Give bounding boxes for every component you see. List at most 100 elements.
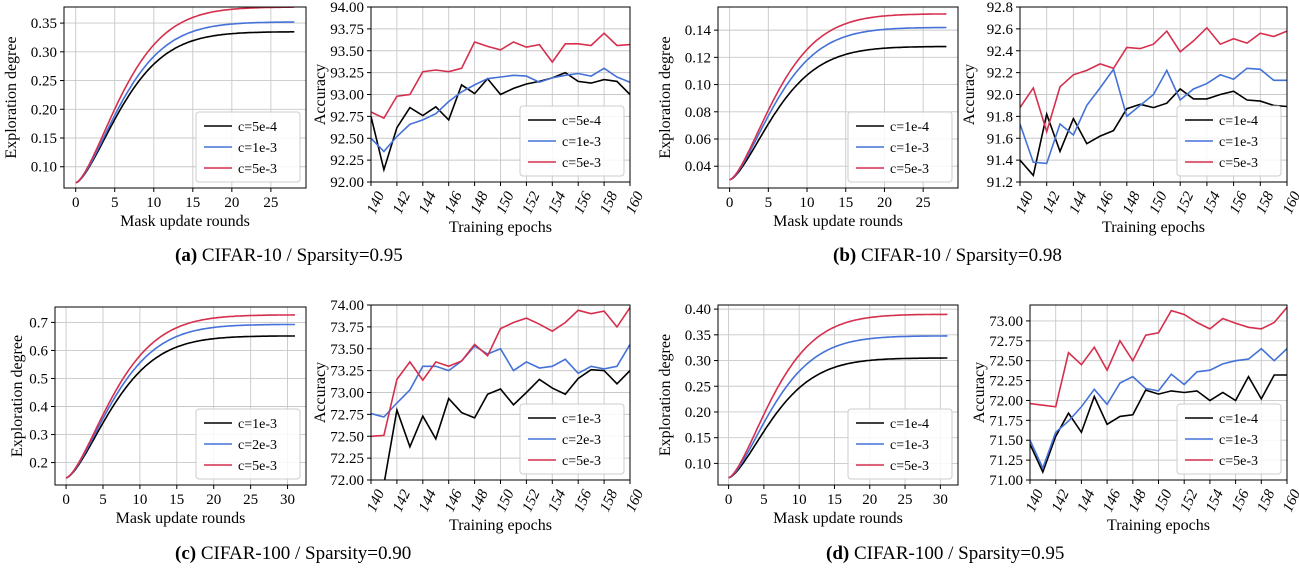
y-tick-label: 0.15 — [31, 131, 57, 147]
legend-label: c=5e-3 — [238, 162, 277, 177]
y-tick-label: 92.6 — [987, 22, 1014, 38]
x-tick-label: 144 — [1067, 189, 1091, 217]
axes-frame — [54, 306, 307, 486]
y-tick-label: 72.00 — [989, 393, 1023, 409]
chart-panel-3-1: 140 142 144 146 148 150 152 154 156 158 160 71.00 71… — [971, 304, 1299, 534]
x-tick-label: 0 — [72, 195, 80, 211]
legend-box — [519, 403, 625, 475]
y-axis-label: Exploration degree — [3, 36, 20, 158]
y-tick-label: 91.6 — [987, 131, 1014, 147]
caption-letter: (d) — [826, 543, 850, 564]
legend-box — [519, 105, 625, 177]
x-tick-label: 15 — [827, 492, 842, 508]
x-tick-label: 0 — [725, 492, 733, 508]
legend-label: c=1e-4 — [890, 120, 929, 135]
x-tick-label: 148 — [1120, 189, 1144, 217]
y-axis-label: Accuracy — [312, 64, 329, 125]
y-tick-label: 0.14 — [685, 23, 712, 39]
y-tick-label: 93.50 — [330, 44, 364, 60]
y-tick-label: 0.35 — [685, 328, 711, 344]
y-tick-label: 92.75 — [330, 109, 364, 125]
x-tick-label: 158 — [597, 487, 621, 515]
series-line-c=1e-4 — [729, 45, 947, 181]
y-tick-label: 0.25 — [685, 379, 711, 395]
caption-c: (c) CIFAR-100 / Sparsity=0.90 — [175, 543, 411, 565]
legend-label: c=5e-3 — [238, 459, 277, 474]
x-tick-label: 154 — [545, 487, 569, 515]
legend-label: c=1e-4 — [1219, 114, 1258, 129]
y-tick-label: 73.00 — [989, 314, 1023, 330]
x-tick-label: 15 — [185, 195, 200, 211]
y-tick-label: 0.3 — [29, 428, 48, 444]
legend: c=1e-4 c=1e-3 c=5e-3 — [1176, 105, 1282, 177]
x-tick-label: 10 — [132, 492, 147, 508]
legend-box — [195, 408, 301, 480]
legend-box — [1176, 105, 1282, 177]
x-tick-label: 154 — [545, 189, 569, 217]
y-tick-label: 0.25 — [31, 74, 57, 90]
y-tick-label: 72.50 — [330, 429, 364, 445]
x-tick-label: 152 — [520, 189, 544, 217]
caption-d: (d) CIFAR-100 / Sparsity=0.95 — [826, 543, 1064, 565]
x-tick-label: 158 — [1254, 487, 1278, 515]
x-tick-label: 144 — [416, 189, 440, 217]
x-tick-label: 0 — [726, 195, 734, 211]
y-axis-label: Accuracy — [312, 362, 329, 423]
x-tick-label: 144 — [416, 487, 440, 515]
x-tick-label: 156 — [1227, 189, 1251, 217]
series-line-c=2e-3 — [65, 323, 295, 479]
series-line-c=1e-3 — [383, 368, 630, 480]
x-tick-label: 146 — [442, 189, 466, 217]
caption-letter: (a) — [175, 245, 198, 266]
x-axis-label: Mask update rounds — [116, 510, 246, 527]
x-tick-label: 160 — [623, 189, 647, 217]
legend-label: c=1e-3 — [238, 417, 277, 432]
caption-text: CIFAR-100 / Sparsity=0.95 — [853, 543, 1065, 564]
legend-label: c=5e-3 — [890, 162, 929, 177]
legend: c=1e-4 c=1e-3 c=5e-3 — [1176, 403, 1282, 475]
x-axis-label: Mask update rounds — [773, 510, 903, 527]
y-tick-label: 0.20 — [685, 405, 711, 421]
legend-box — [847, 111, 953, 183]
y-tick-label: 71.75 — [989, 413, 1023, 429]
caption-text: CIFAR-10 / Sparsity=0.95 — [201, 245, 403, 266]
y-tick-label: 0.20 — [31, 102, 57, 118]
y-tick-label: 0.4 — [29, 400, 48, 416]
y-tick-label: 92.00 — [330, 175, 364, 191]
legend-label: c=1e-4 — [890, 417, 929, 432]
axes-frame — [717, 6, 959, 189]
x-tick-label: 144 — [1075, 487, 1099, 515]
legend-label: c=5e-4 — [562, 114, 601, 129]
x-tick-label: 10 — [800, 195, 815, 211]
legend: c=1e-3 c=2e-3 c=5e-3 — [519, 403, 625, 475]
series-line-c=2e-3 — [371, 343, 630, 418]
x-tick-label: 140 — [364, 487, 388, 515]
x-tick-label: 140 — [364, 189, 388, 217]
y-axis-label: Exploration degree — [657, 334, 674, 456]
y-tick-label: 71.50 — [989, 433, 1023, 449]
y-tick-label: 0.06 — [685, 132, 712, 148]
legend-label: c=1e-3 — [1219, 433, 1258, 448]
y-axis-label: Exploration degree — [9, 335, 26, 457]
x-tick-label: 150 — [494, 189, 518, 217]
legend-box — [195, 111, 301, 183]
caption-text: CIFAR-100 / Sparsity=0.90 — [200, 543, 412, 564]
y-tick-label: 73.75 — [330, 320, 364, 336]
x-tick-label: 148 — [468, 487, 492, 515]
y-tick-label: 0.40 — [685, 302, 711, 318]
x-tick-label: 10 — [146, 195, 161, 211]
series-line-c=5e-3 — [371, 307, 630, 438]
x-tick-label: 5 — [760, 492, 768, 508]
y-tick-label: 72.75 — [989, 334, 1023, 350]
x-tick-label: 158 — [1253, 189, 1277, 217]
legend: c=1e-4 c=1e-3 c=5e-3 — [847, 408, 953, 480]
y-tick-label: 92.0 — [987, 88, 1013, 104]
y-tick-label: 91.4 — [987, 153, 1014, 169]
y-tick-label: 91.2 — [987, 175, 1013, 191]
y-tick-label: 0.15 — [685, 431, 711, 447]
y-tick-label: 73.50 — [330, 342, 364, 358]
legend: c=1e-3 c=2e-3 c=5e-3 — [195, 408, 301, 480]
y-tick-label: 0.10 — [685, 456, 711, 472]
x-tick-label: 0 — [62, 492, 70, 508]
